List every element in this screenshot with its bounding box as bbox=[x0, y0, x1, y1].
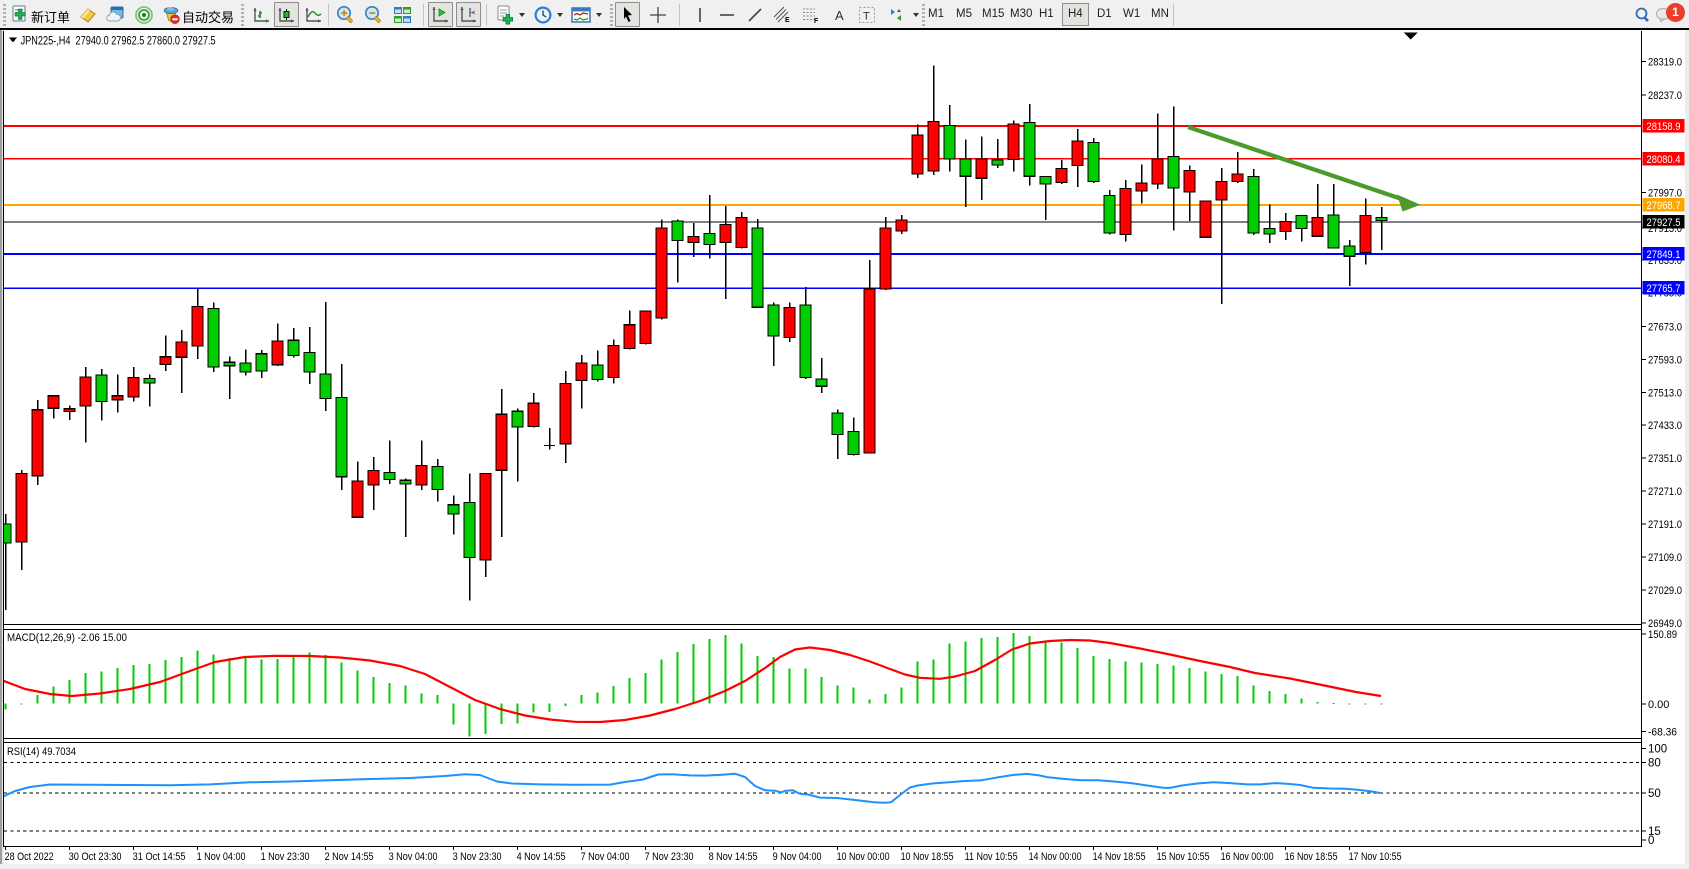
svg-text:26949.0: 26949.0 bbox=[1648, 618, 1682, 630]
svg-text:27927.5: 27927.5 bbox=[1647, 217, 1681, 229]
svg-text:27765.7: 27765.7 bbox=[1647, 283, 1681, 295]
svg-text:1 Nov 23:30: 1 Nov 23:30 bbox=[261, 851, 310, 863]
svg-text:27109.0: 27109.0 bbox=[1648, 552, 1682, 564]
svg-text:27351.0: 27351.0 bbox=[1648, 453, 1682, 465]
svg-text:28319.0: 28319.0 bbox=[1648, 57, 1682, 69]
svg-text:4 Nov 14:55: 4 Nov 14:55 bbox=[517, 851, 566, 863]
svg-text:RSI(14) 49.7034: RSI(14) 49.7034 bbox=[7, 746, 76, 758]
svg-text:17 Nov 10:55: 17 Nov 10:55 bbox=[1349, 851, 1402, 863]
svg-text:27513.0: 27513.0 bbox=[1648, 388, 1682, 400]
svg-text:F: F bbox=[814, 18, 819, 25]
svg-text:15: 15 bbox=[1648, 826, 1661, 838]
svg-text:27849.1: 27849.1 bbox=[1647, 249, 1681, 261]
svg-text:27997.0: 27997.0 bbox=[1648, 187, 1682, 199]
svg-text:27673.0: 27673.0 bbox=[1648, 322, 1682, 334]
svg-text:50: 50 bbox=[1648, 788, 1661, 800]
svg-text:28158.9: 28158.9 bbox=[1647, 121, 1681, 133]
svg-text:30 Oct 23:30: 30 Oct 23:30 bbox=[69, 851, 122, 863]
svg-text:14 Nov 18:55: 14 Nov 18:55 bbox=[1093, 851, 1146, 863]
svg-text:100: 100 bbox=[1648, 743, 1667, 755]
svg-text:0: 0 bbox=[1648, 835, 1654, 847]
svg-text:3 Nov 23:30: 3 Nov 23:30 bbox=[453, 851, 502, 863]
svg-text:T: T bbox=[863, 10, 870, 22]
svg-text:80: 80 bbox=[1648, 757, 1661, 769]
svg-text:7 Nov 23:30: 7 Nov 23:30 bbox=[645, 851, 694, 863]
svg-text:-68.36: -68.36 bbox=[1648, 727, 1677, 739]
svg-text:27271.0: 27271.0 bbox=[1648, 486, 1682, 498]
svg-text:14 Nov 00:00: 14 Nov 00:00 bbox=[1029, 851, 1082, 863]
svg-text:10 Nov 00:00: 10 Nov 00:00 bbox=[837, 851, 890, 863]
svg-text:E: E bbox=[785, 17, 790, 24]
svg-text:2 Nov 14:55: 2 Nov 14:55 bbox=[325, 851, 374, 863]
svg-text:A: A bbox=[835, 8, 844, 23]
svg-text:31 Oct 14:55: 31 Oct 14:55 bbox=[133, 851, 186, 863]
svg-text:27029.0: 27029.0 bbox=[1648, 585, 1682, 597]
svg-text:8 Nov 14:55: 8 Nov 14:55 bbox=[709, 851, 758, 863]
svg-text:16 Nov 00:00: 16 Nov 00:00 bbox=[1221, 851, 1274, 863]
svg-text:3 Nov 04:00: 3 Nov 04:00 bbox=[389, 851, 438, 863]
svg-text:0.00: 0.00 bbox=[1648, 699, 1669, 711]
svg-text:16 Nov 18:55: 16 Nov 18:55 bbox=[1285, 851, 1338, 863]
svg-text:27593.0: 27593.0 bbox=[1648, 355, 1682, 367]
svg-text:11 Nov 10:55: 11 Nov 10:55 bbox=[965, 851, 1018, 863]
svg-text:150.89: 150.89 bbox=[1648, 629, 1677, 641]
svg-text:1 Nov 04:00: 1 Nov 04:00 bbox=[197, 851, 246, 863]
svg-text:7 Nov 04:00: 7 Nov 04:00 bbox=[581, 851, 630, 863]
svg-text:28080.4: 28080.4 bbox=[1647, 154, 1681, 166]
svg-text:MACD(12,26,9) -2.06 15.00: MACD(12,26,9) -2.06 15.00 bbox=[7, 632, 127, 644]
svg-text:27191.0: 27191.0 bbox=[1648, 519, 1682, 531]
svg-text:28237.0: 28237.0 bbox=[1648, 90, 1682, 102]
svg-text:27968.7: 27968.7 bbox=[1647, 200, 1681, 212]
svg-text:9 Nov 04:00: 9 Nov 04:00 bbox=[773, 851, 822, 863]
svg-text:27433.0: 27433.0 bbox=[1648, 420, 1682, 432]
svg-text:JPN225-,H4 27940.0 27962.5 27: JPN225-,H4 27940.0 27962.5 27860.0 27927… bbox=[21, 36, 216, 48]
svg-text:15 Nov 10:55: 15 Nov 10:55 bbox=[1157, 851, 1210, 863]
svg-text:28 Oct 2022: 28 Oct 2022 bbox=[5, 851, 54, 863]
svg-text:10 Nov 18:55: 10 Nov 18:55 bbox=[901, 851, 954, 863]
